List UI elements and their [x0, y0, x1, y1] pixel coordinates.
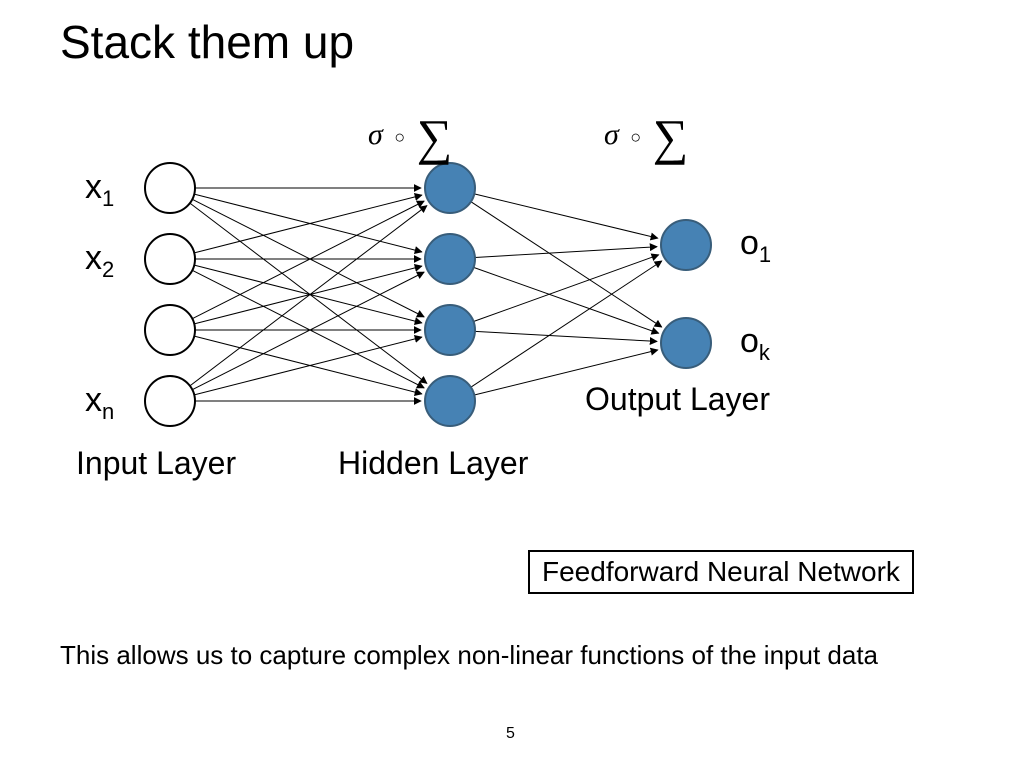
edges — [190, 188, 662, 401]
page-number: 5 — [506, 725, 515, 743]
label-o1: o1 — [740, 224, 771, 268]
label-x2: x2 — [85, 239, 114, 283]
label-ok: ok — [740, 322, 770, 366]
activation-hidden: σ ○ ∑ — [368, 108, 452, 166]
input-layer-label: Input Layer — [76, 445, 236, 482]
label-xn: xn — [85, 381, 114, 425]
network-type-box: Feedforward Neural Network — [528, 550, 914, 594]
activation-output: σ ○ ∑ — [604, 108, 688, 166]
hidden-layer-label: Hidden Layer — [338, 445, 528, 482]
slide: Stack them up σ ○ ∑ σ ○ ∑ x1 x2 xn o1 ok… — [0, 0, 1024, 768]
label-x1: x1 — [85, 168, 114, 212]
output-layer-label: Output Layer — [585, 381, 770, 418]
caption: This allows us to capture complex non-li… — [60, 640, 984, 671]
